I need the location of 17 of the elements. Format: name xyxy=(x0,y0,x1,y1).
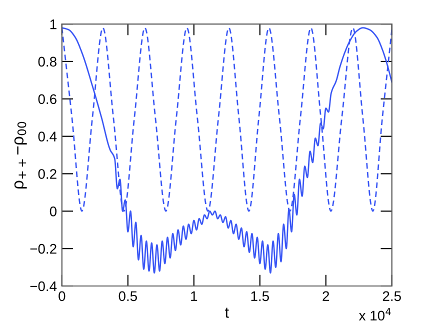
y-tick-label: 1 xyxy=(50,20,56,30)
y-tick-label: 0.2 xyxy=(38,169,56,179)
y-tick-label: −0.4 xyxy=(30,281,57,292)
text: x 10$^{4}$ xyxy=(358,308,391,321)
y-tick-label: 0.8 xyxy=(38,56,56,67)
y-tick-label: 0 xyxy=(50,206,57,216)
y-tick-label: 0.6 xyxy=(38,94,56,104)
x-tick-label: 1 xyxy=(191,291,198,301)
x-tick-label: 0.5 xyxy=(118,291,137,302)
x-tick-label: 0 xyxy=(58,291,66,302)
x-tick-label: 1.5 xyxy=(251,291,269,302)
y-tick-label: 0.4 xyxy=(38,132,57,142)
x-tick-label: 2 xyxy=(322,291,330,301)
y-axis-title: ρ$_{++}$−ρ$_{00}$ xyxy=(14,122,27,188)
y-tick-label: −0.2 xyxy=(30,244,56,254)
x-axis-title: t xyxy=(225,308,229,318)
x-tick-label: 2.5 xyxy=(382,291,401,302)
